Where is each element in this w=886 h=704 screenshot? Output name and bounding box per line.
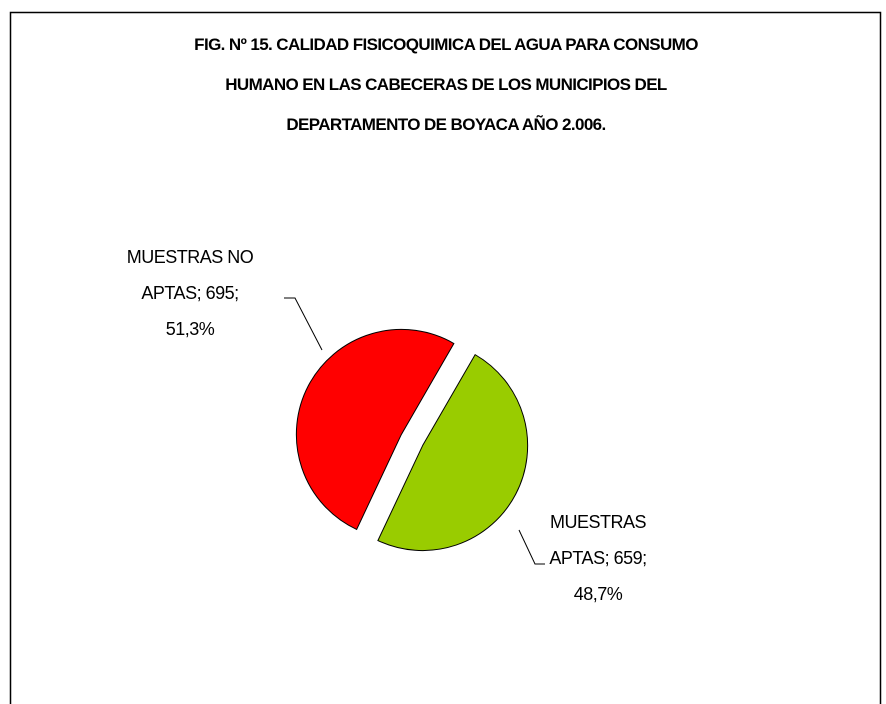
chart-title: HUMANO EN LAS CABECERAS DE LOS MUNICIPIO… [225,75,667,94]
chart-title: DEPARTAMENTO DE BOYACA AÑO 2.006. [286,114,605,134]
data-label: MUESTRAS NO [127,247,254,267]
data-label: APTAS; 695; [141,283,238,303]
data-label: APTAS; 659; [549,548,646,568]
pie-slice [377,353,529,551]
leader-line [284,297,323,351]
leader-line [518,529,545,565]
data-label: 48,7% [574,584,623,604]
data-label: 51,3% [166,319,215,339]
pie-slice [295,329,455,531]
chart-title: FIG. Nº 15. CALIDAD FISICOQUIMICA DEL AG… [194,35,698,54]
data-label: MUESTRAS [550,512,647,532]
